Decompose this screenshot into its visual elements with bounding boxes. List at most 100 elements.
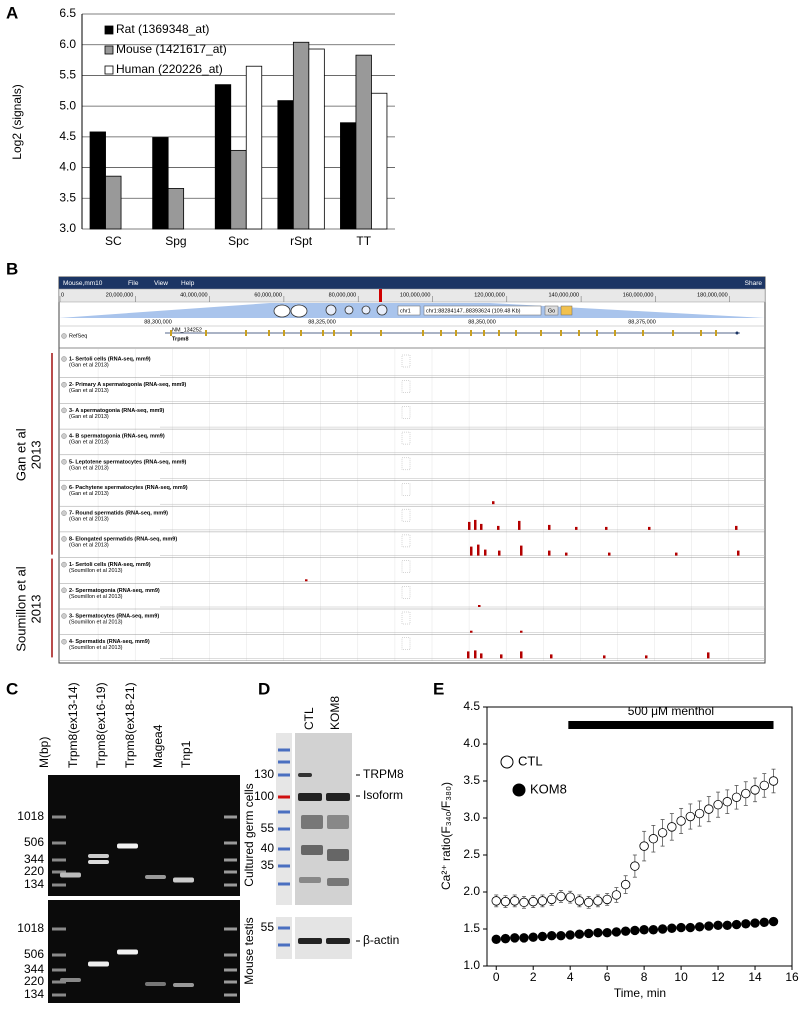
data-point	[667, 822, 677, 832]
chrom-select[interactable]	[397, 305, 421, 316]
menu-item[interactable]: Help	[181, 280, 195, 287]
y-tick-label: 4.5	[463, 699, 480, 713]
refseq-accession: NM_134252	[172, 327, 202, 333]
tool-icon[interactable]	[560, 305, 573, 316]
signal-peak	[477, 544, 480, 556]
data-point	[676, 922, 686, 933]
nav-left[interactable]	[273, 304, 291, 318]
nav-right[interactable]	[290, 304, 308, 318]
ladder-strip	[276, 917, 292, 959]
x-tick-label: 6	[604, 970, 611, 984]
x-tick-label: rSpt	[290, 234, 313, 248]
track-name: 1- Sertoli cells (RNA-seq, mm9)	[69, 562, 151, 568]
pcr-band	[117, 843, 138, 849]
zoom-button[interactable]	[376, 304, 388, 316]
x-tick-label: 12	[711, 970, 725, 984]
track-icon	[61, 459, 67, 465]
x-axis-label: Time, min	[614, 986, 666, 1000]
data-point	[620, 926, 631, 936]
x-tick-label: SC	[105, 234, 122, 248]
mw-label: 55	[261, 821, 275, 835]
zoom-button[interactable]	[344, 305, 354, 315]
signal-peak	[500, 654, 503, 659]
track-source: (Gan et al 2013)	[69, 362, 109, 368]
ladder-band	[278, 864, 290, 868]
data-point	[611, 927, 622, 937]
pcr-band	[117, 949, 138, 955]
data-point	[510, 933, 520, 943]
exon	[560, 330, 562, 336]
gel-image	[48, 900, 240, 1003]
ruler-label: 140,000,000	[549, 292, 580, 298]
y-tick-label: 4.0	[59, 160, 76, 174]
track-name: 2- Primary A spermatogonia (RNA-seq, mm9…	[69, 382, 186, 388]
track-icon	[61, 561, 67, 568]
ladder-strip	[276, 733, 292, 905]
menu-item[interactable]: File	[128, 280, 139, 287]
zoom-button[interactable]	[325, 304, 337, 316]
y-tick-label: 3.0	[59, 221, 76, 235]
go-button[interactable]	[544, 305, 559, 316]
marker-band	[52, 953, 66, 957]
legend-label: Rat (1369348_at)	[116, 22, 209, 36]
x-tick-label: Spc	[228, 234, 249, 248]
data-point	[491, 896, 501, 906]
data-point	[722, 797, 733, 807]
y-tick-label: 2.5	[463, 847, 480, 861]
data-point	[630, 925, 640, 936]
signal-peak	[548, 524, 551, 530]
mw-label: 55	[261, 920, 275, 934]
marker-band	[224, 927, 237, 931]
exon	[268, 330, 270, 336]
track-icon	[61, 407, 67, 414]
marker-band	[224, 968, 237, 972]
pcr-band	[145, 982, 166, 986]
protein-band	[326, 793, 350, 801]
track-scale	[401, 560, 411, 573]
menu-item[interactable]: View	[154, 280, 168, 287]
locus-input[interactable]	[423, 305, 542, 316]
marker-band	[224, 980, 237, 984]
pcr-band	[60, 872, 81, 878]
track-source: (Gan et al 2013)	[69, 388, 109, 394]
signal-peak	[735, 525, 738, 530]
marker-band	[224, 870, 237, 874]
size-label: 506	[24, 835, 44, 849]
track-scale	[401, 380, 411, 393]
data-point	[519, 933, 529, 943]
data-point	[519, 897, 529, 908]
track-name: 8- Elongated spermatids (RNA-seq, mm9)	[69, 536, 177, 542]
marker-band	[52, 927, 66, 931]
pcr-band	[173, 983, 194, 987]
data-point	[657, 924, 668, 934]
exon	[515, 330, 517, 336]
data-point	[704, 804, 714, 814]
exon	[540, 330, 542, 336]
ruler-label: 100,000,000	[400, 292, 431, 298]
bar	[167, 188, 185, 230]
y-tick-label: 6.5	[59, 6, 76, 20]
pcr-band	[88, 860, 109, 864]
exon	[283, 330, 285, 336]
mw-label: 100	[254, 789, 274, 803]
track-scale	[401, 637, 411, 650]
lane-label: Magea4	[151, 724, 165, 768]
zoom-button[interactable]	[361, 305, 371, 315]
coordinate-label: 88,350,000	[468, 319, 496, 325]
signal-peak	[498, 550, 501, 556]
signal-peak	[520, 545, 523, 556]
exon	[170, 330, 172, 336]
share-button[interactable]: Share	[745, 280, 763, 287]
y-tick-label: 6.0	[59, 37, 76, 51]
x-tick-label: 2	[530, 970, 537, 984]
refseq-gene: Trpm8	[172, 336, 189, 342]
x-tick-label: 8	[641, 970, 648, 984]
exon	[578, 330, 580, 336]
exon	[245, 330, 247, 336]
data-point	[602, 928, 612, 938]
signal-peak	[548, 550, 551, 556]
legend-label: KOM8	[530, 781, 567, 796]
mw-label: 35	[261, 858, 275, 872]
marker-band	[224, 858, 237, 862]
data-point	[500, 933, 511, 944]
